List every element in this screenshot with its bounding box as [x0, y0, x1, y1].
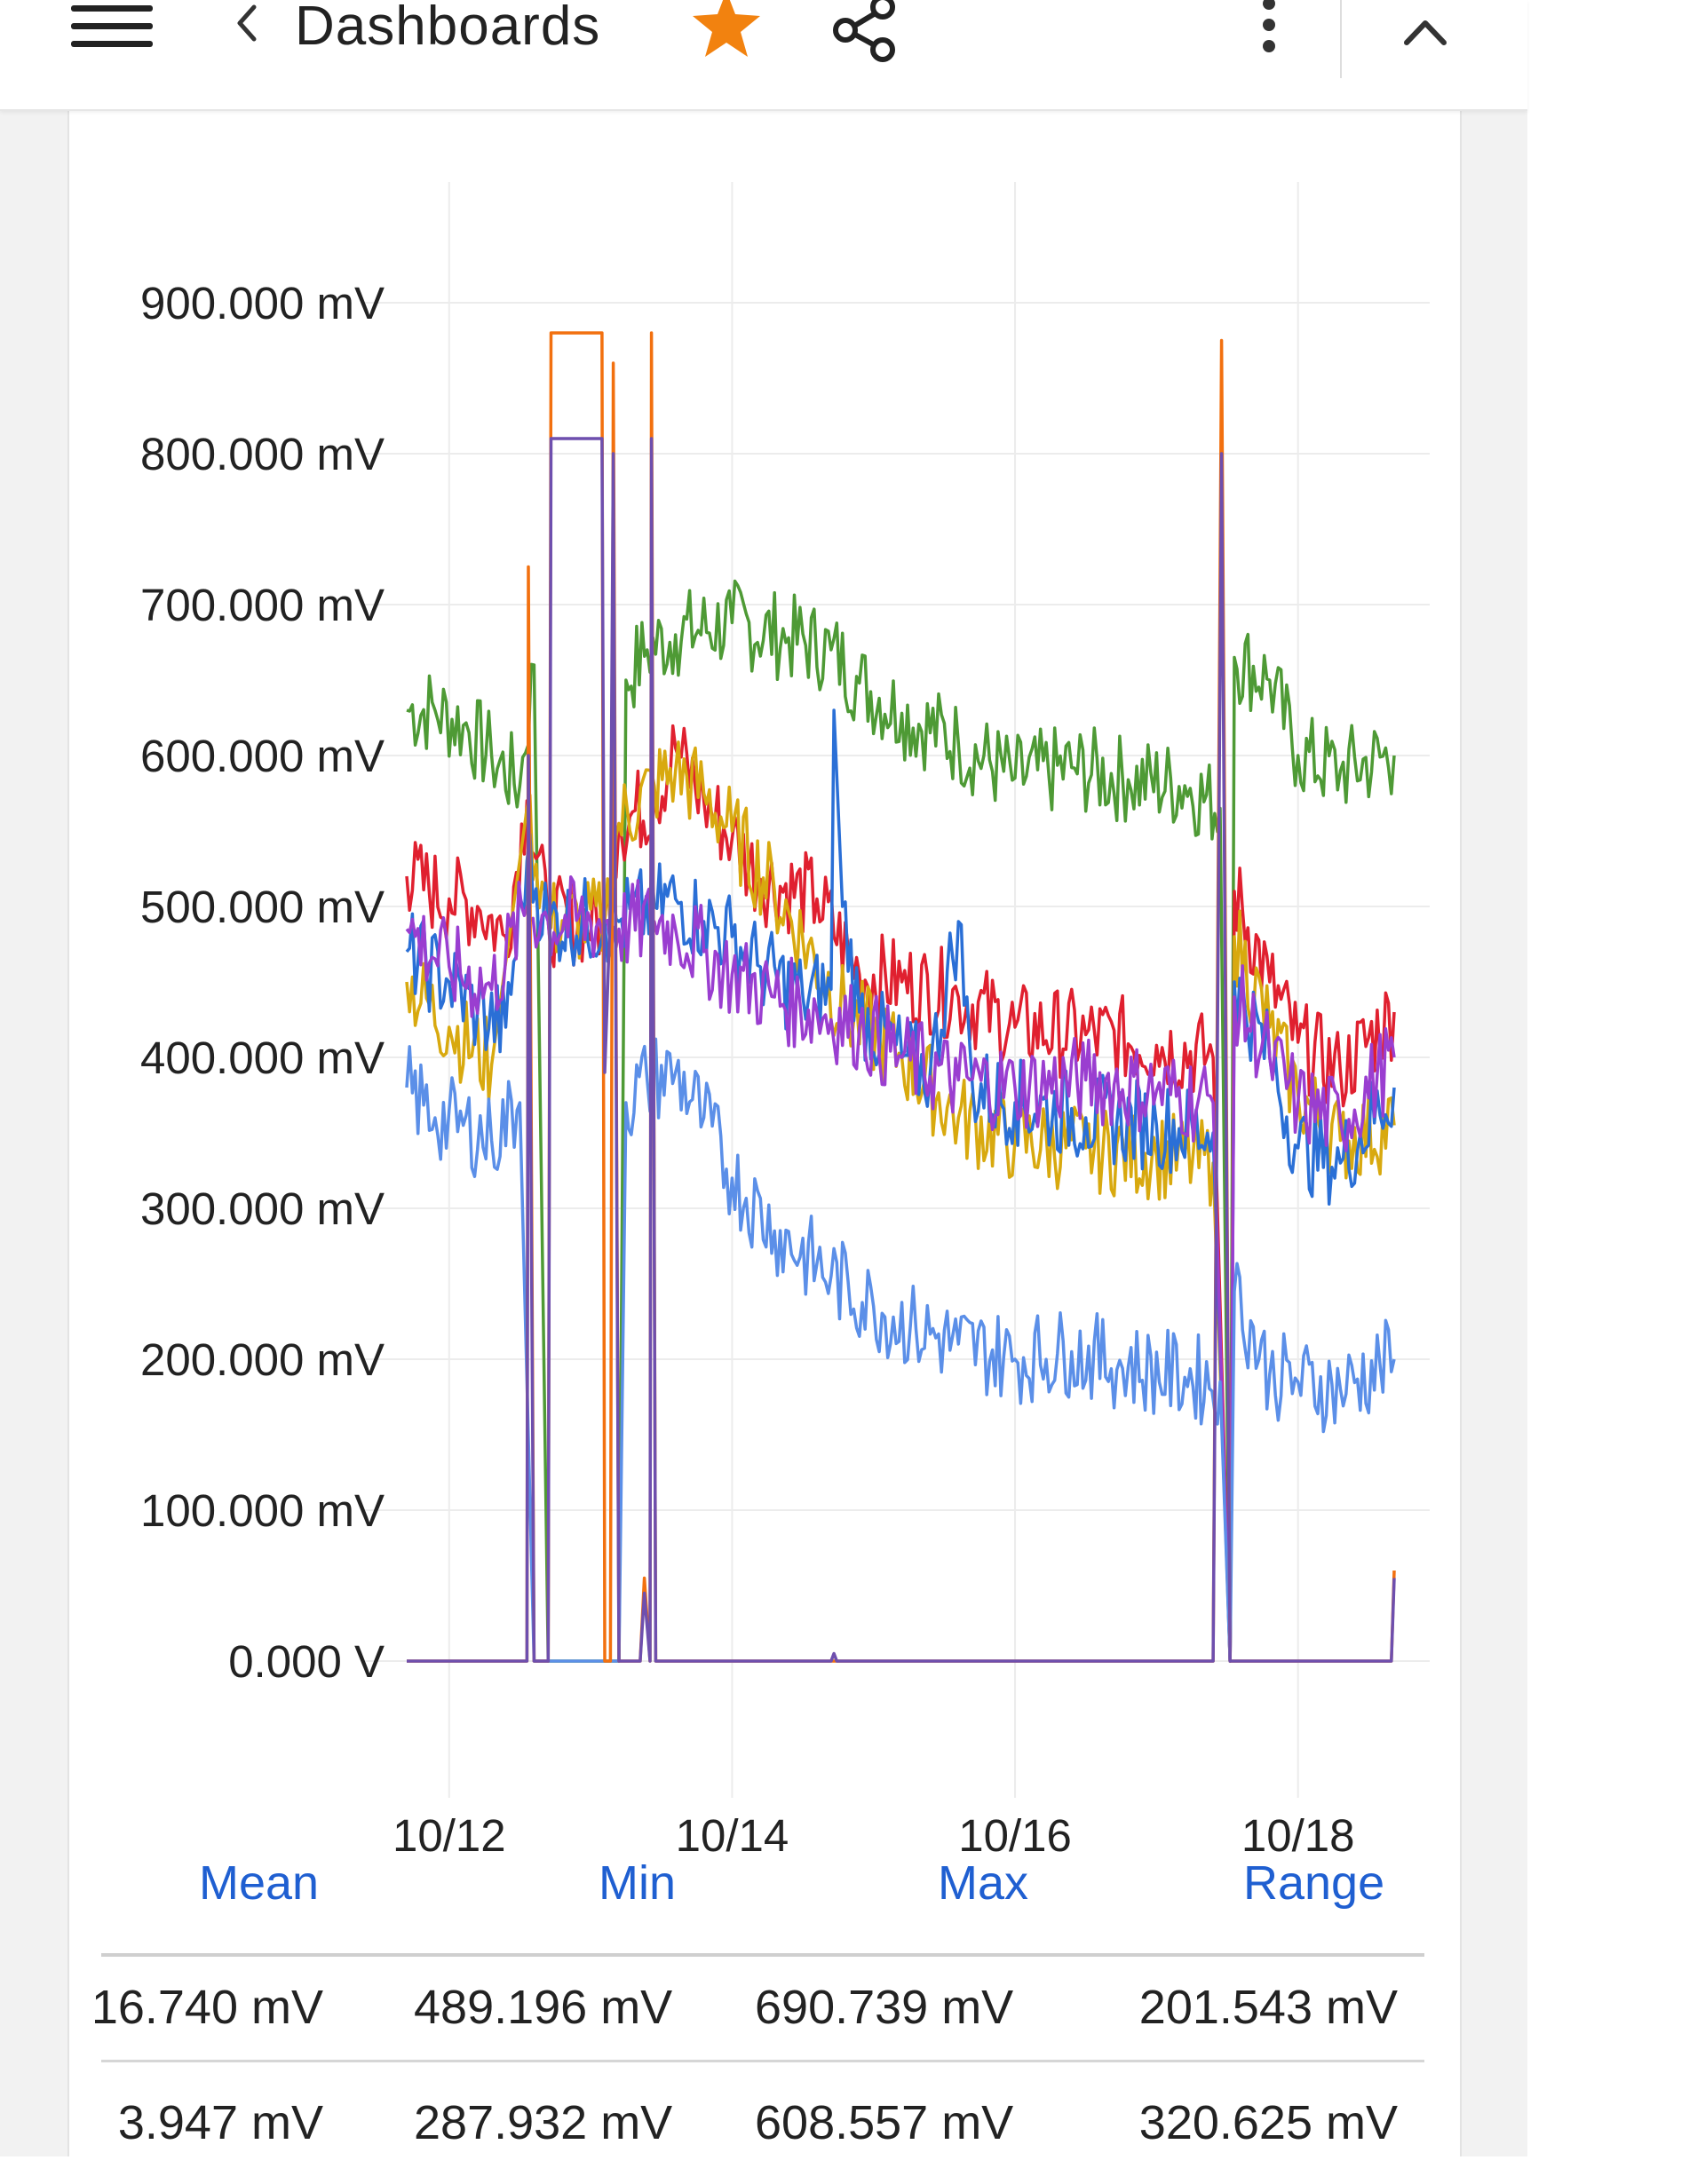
header-max[interactable]: Max — [938, 1856, 1029, 1910]
collapse-button[interactable] — [1394, 0, 1456, 62]
x-axis-ticks: 10/12 10/14 10/16 10/18 — [393, 1810, 1354, 1861]
hamburger-menu-icon[interactable] — [71, 0, 156, 60]
table-row[interactable]: 16.740 mV 489.196 mV 690.739 mV 201.543 … — [91, 1980, 1424, 2069]
y-tick-label: 700.000 mV — [140, 580, 385, 630]
x-tick-label: 10/12 — [393, 1810, 506, 1861]
row-divider — [101, 2060, 1424, 2062]
x-tick-label: 10/18 — [1241, 1810, 1355, 1861]
cell-max: 608.557 mV — [755, 2096, 1014, 2149]
chart-series — [405, 331, 1396, 1663]
series-line-0[interactable] — [406, 579, 1396, 1663]
header-mean[interactable]: Mean — [199, 1856, 320, 1910]
y-tick-label: 500.000 mV — [140, 882, 385, 932]
series-line-5[interactable] — [405, 1037, 1396, 1663]
cell-range: 201.543 mV — [1138, 1981, 1398, 2034]
cell-mean: 3.947 mV — [117, 2096, 323, 2149]
chevron-left-icon — [237, 4, 257, 42]
y-tick-label: 100.000 mV — [140, 1485, 385, 1536]
chevron-up-icon — [1404, 20, 1447, 45]
header-min[interactable]: Min — [599, 1856, 677, 1910]
table-row[interactable]: 3.947 mV 287.932 mV 608.557 mV 320.625 m… — [101, 2095, 1424, 2184]
x-tick-label: 10/14 — [676, 1810, 789, 1861]
right-gutter — [1462, 111, 1527, 2156]
cell-min: 489.196 mV — [414, 1981, 673, 2034]
star-icon — [693, 0, 760, 57]
top-toolbar: Dashboards — [0, 0, 1527, 111]
header-divider — [101, 1953, 1424, 1957]
series-line-7[interactable] — [407, 437, 1396, 1663]
y-tick-label: 400.000 mV — [140, 1033, 385, 1083]
cell-range: 320.625 mV — [1138, 2096, 1398, 2149]
kebab-menu-icon — [1263, 0, 1275, 52]
series-line-1[interactable] — [405, 724, 1396, 1663]
back-button[interactable] — [227, 0, 263, 53]
more-options-button[interactable] — [1252, 0, 1286, 59]
panel-border-right — [1460, 111, 1462, 2156]
y-tick-label: 300.000 mV — [140, 1183, 385, 1234]
series-line-3[interactable] — [405, 708, 1396, 1663]
series-line-4[interactable] — [405, 875, 1396, 1663]
panel-border-left — [67, 111, 69, 2156]
favorite-star-button[interactable] — [691, 0, 762, 62]
y-axis-ticks: 900.000 mV 800.000 mV 700.000 mV 600.000 mV… — [140, 278, 385, 1687]
voltage-line-chart[interactable]: 900.000 mV 800.000 mV 700.000 mV 600.000 mV… — [69, 111, 1460, 1869]
page-title: Dashboards — [295, 0, 601, 57]
x-tick-label: 10/16 — [958, 1810, 1072, 1861]
y-tick-label: 0.000 V — [228, 1636, 385, 1687]
header-range[interactable]: Range — [1243, 1856, 1385, 1910]
share-button[interactable] — [829, 0, 902, 64]
cell-max: 690.739 mV — [755, 1981, 1014, 2034]
series-line-2[interactable] — [405, 740, 1396, 1663]
y-tick-label: 200.000 mV — [140, 1334, 385, 1385]
cell-mean: 16.740 mV — [91, 1981, 323, 2034]
left-gutter — [0, 111, 67, 2156]
cell-min: 287.932 mV — [414, 2096, 673, 2149]
y-tick-label: 800.000 mV — [140, 429, 385, 479]
y-tick-label: 900.000 mV — [140, 278, 385, 328]
share-icon — [833, 0, 895, 62]
toolbar-divider — [1340, 0, 1342, 78]
y-tick-label: 600.000 mV — [140, 731, 385, 781]
